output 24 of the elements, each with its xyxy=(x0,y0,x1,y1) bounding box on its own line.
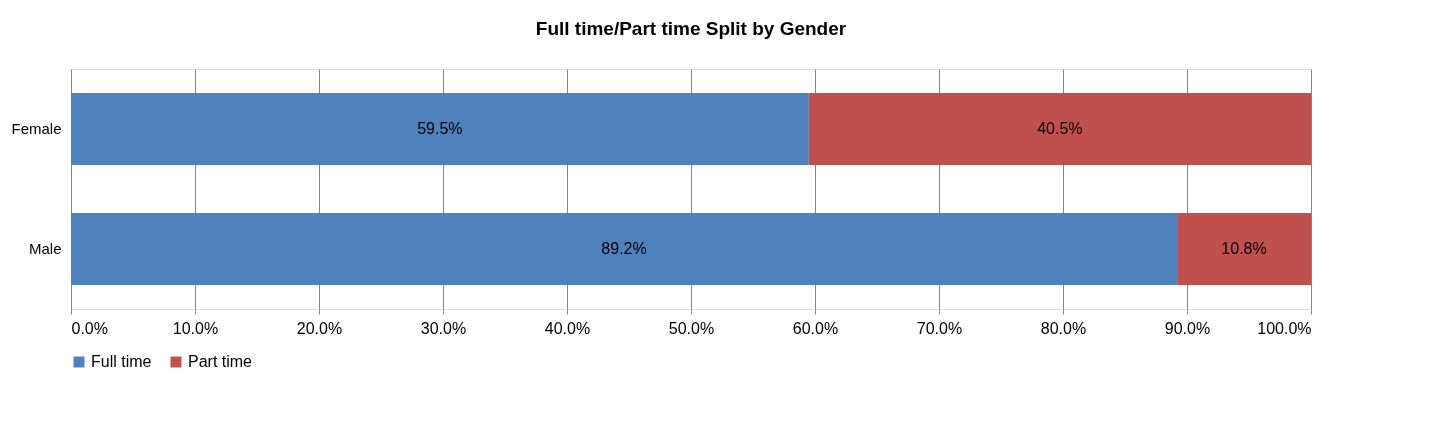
bar xyxy=(71,213,1178,285)
data-label: 10.8% xyxy=(1221,240,1267,257)
x-tick-label: 50.0% xyxy=(668,319,715,337)
legend-label: Part time xyxy=(188,353,253,370)
chart-title: Full time/Part time Split by Gender xyxy=(535,18,847,39)
data-label: 89.2% xyxy=(601,240,647,257)
bar xyxy=(71,93,809,165)
x-tick-label: 100.0% xyxy=(1257,319,1312,337)
bar xyxy=(1177,213,1311,285)
y-tick-label: Female xyxy=(11,120,62,137)
x-tick-label: 40.0% xyxy=(544,319,591,337)
legend-label: Full time xyxy=(91,353,152,370)
x-tick-label: 70.0% xyxy=(916,319,963,337)
data-label: 59.5% xyxy=(417,120,463,137)
x-tick-label: 20.0% xyxy=(296,319,343,337)
x-tick-label: 0.0% xyxy=(71,319,108,337)
data-label: 40.5% xyxy=(1037,120,1083,137)
x-tick-label: 60.0% xyxy=(792,319,839,337)
y-tick-label: Male xyxy=(28,240,62,257)
x-tick-label: 80.0% xyxy=(1040,319,1087,337)
x-tick-label: 30.0% xyxy=(420,319,467,337)
x-tick-label: 90.0% xyxy=(1164,319,1211,337)
bar xyxy=(808,93,1311,165)
x-tick-label: 10.0% xyxy=(172,319,219,337)
